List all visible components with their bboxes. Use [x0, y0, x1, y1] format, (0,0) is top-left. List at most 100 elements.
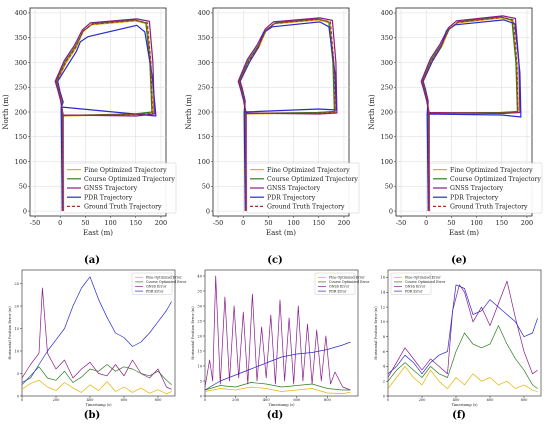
legend-box [63, 162, 177, 214]
x-axis-label: Timestamp (s) [268, 403, 295, 407]
x-tick-label: 600 [121, 398, 129, 402]
trajectory-panel-e: -50 0 50 100 150 200050100150200250300350400E… [368, 7, 543, 237]
legend-box [390, 272, 432, 295]
legend-label-fine-optimized-trajectory: Fine Optimized Trajectory [450, 167, 533, 174]
y-tick-label: 4 [383, 365, 386, 369]
x-tick-label: 400 [87, 398, 95, 402]
series-line-course-optimized-error [388, 325, 538, 389]
legend-label-course-optimized-error: Course Optimized Error [405, 280, 446, 284]
x-axis-label: East (m) [266, 229, 296, 237]
y-tick-label: 0 [383, 394, 386, 398]
legend-label-gnss-error: GNSS Error [146, 285, 167, 289]
y-tick-label: 0 [17, 394, 20, 398]
y-tick-label: 200 [15, 108, 27, 116]
legend-label-pdr-error: PDR Error [405, 289, 423, 293]
trajectory-panel-a: -50 0 50 100 150 200050100150200250300350400E… [2, 7, 177, 237]
x-tick-label: 100 [104, 219, 116, 227]
x-tick-label: 0 [424, 219, 428, 227]
legend-label-ground-truth-trajectory: Ground Truth Trajectory [450, 204, 528, 211]
trajectory-panel-c: -50 0 50 100 150 200050100150200250300350400E… [185, 7, 360, 237]
x-tick-label: -50 [30, 219, 40, 227]
y-tick-label: 350 [381, 34, 393, 42]
y-tick-label: 12 [380, 305, 385, 309]
y-axis-label: Horizontal Position Error (m) [8, 306, 12, 360]
x-tick-label: 600 [487, 398, 495, 402]
x-axis-label: Timestamp (s) [85, 403, 112, 407]
x-tick-label: 150 [496, 219, 508, 227]
y-tick-label: 400 [381, 9, 393, 17]
y-tick-label: 300 [198, 59, 210, 67]
y-axis-label: North (m) [368, 94, 376, 130]
y-tick-label: 10 [380, 320, 385, 324]
x-tick-label: 0 [21, 398, 24, 402]
legend-box [131, 272, 173, 295]
legend-label-fine-optimized-trajectory: Fine Optimized Trajectory [267, 167, 350, 174]
y-tick-label: 16 [380, 276, 385, 280]
series-line-ground-truth-trajectory [56, 19, 153, 211]
x-tick-label: 0 [387, 398, 390, 402]
y-tick-label: 6 [383, 350, 386, 354]
panel-label-c: (c) [267, 255, 283, 266]
y-tick-label: 250 [198, 84, 210, 92]
y-tick-label: 15 [14, 327, 19, 331]
legend-label-pdr-error: PDR Error [146, 289, 164, 293]
y-tick-label: 14 [380, 290, 385, 294]
series-line-fine-optimized-error [22, 379, 172, 395]
y-tick-label: 40 [197, 274, 202, 278]
error-panel-f: 0 200 400 600 800 0 2 4 6 8 10 12 14 16 Timestamp (s) H… [374, 269, 542, 407]
x-tick-label: 800 [521, 398, 529, 402]
panel-label-d: (d) [267, 410, 283, 421]
series-line-course-optimized-error [205, 382, 351, 391]
legend-label-fine-optimized-error: Fine Optimized Error [146, 275, 182, 279]
y-tick-label: 25 [14, 282, 19, 286]
x-tick-label: 200 [338, 219, 350, 227]
legend-label-course-optimized-trajectory: Course Optimized Trajectory [450, 176, 541, 183]
y-tick-label: 0 [200, 394, 203, 398]
panel-label-a: (a) [84, 255, 100, 266]
legend-label-pdr-trajectory: PDR Trajectory [450, 194, 499, 201]
legend-label-gnss-trajectory: GNSS Trajectory [84, 185, 138, 192]
x-axis-label: Timestamp (s) [451, 403, 478, 407]
y-tick-label: 400 [15, 9, 27, 17]
y-tick-label: 50 [19, 183, 27, 191]
series-line-ground-truth-trajectory [239, 18, 336, 211]
error-panel-b: 0 200 400 600 800 0 5 10 15 20 25 Timestamp (s) Hori… [8, 269, 187, 407]
y-tick-label: 10 [197, 364, 202, 368]
legend-label-fine-optimized-error: Fine Optimized Error [405, 275, 441, 279]
y-tick-label: 250 [381, 84, 393, 92]
series-layer [205, 275, 351, 394]
series-layer [22, 276, 172, 395]
y-tick-label: 20 [197, 334, 202, 338]
x-tick-label: 100 [470, 219, 482, 227]
series-line-gnss-error [388, 280, 538, 378]
x-axis-label: East (m) [83, 229, 113, 237]
y-tick-label: 350 [198, 34, 210, 42]
x-tick-label: 150 [130, 219, 142, 227]
x-tick-label: -50 [213, 219, 223, 227]
y-tick-label: 15 [197, 349, 202, 353]
legend-label-ground-truth-trajectory: Ground Truth Trajectory [267, 204, 345, 211]
legend-box [314, 272, 356, 295]
series-line-ground-truth-trajectory [422, 16, 519, 211]
x-tick-label: 200 [521, 219, 533, 227]
y-tick-label: 35 [197, 289, 202, 293]
legend-label-gnss-trajectory: GNSS Trajectory [450, 185, 504, 192]
series-line-pdr-error [205, 341, 351, 391]
y-tick-label: 30 [197, 304, 202, 308]
legend-label-fine-optimized-error: Fine Optimized Error [329, 275, 365, 279]
x-axis-label: East (m) [449, 229, 479, 237]
y-tick-label: 0 [389, 207, 393, 215]
legend-label-course-optimized-error: Course Optimized Error [329, 280, 370, 284]
y-axis-label: North (m) [2, 94, 10, 130]
y-tick-label: 0 [23, 207, 27, 215]
x-tick-label: 200 [232, 398, 240, 402]
y-tick-label: 150 [15, 133, 27, 141]
series-layer [237, 17, 338, 212]
series-line-course-optimized-error [22, 364, 172, 386]
y-tick-label: 200 [198, 108, 210, 116]
error-panel-d: 0 200 400 600 800 0 5 10 15 20 25 30 35 40 Timestamp (… [191, 269, 370, 407]
x-tick-label: 400 [453, 398, 461, 402]
y-tick-label: 50 [202, 183, 210, 191]
legend-label-course-optimized-error: Course Optimized Error [146, 280, 187, 284]
